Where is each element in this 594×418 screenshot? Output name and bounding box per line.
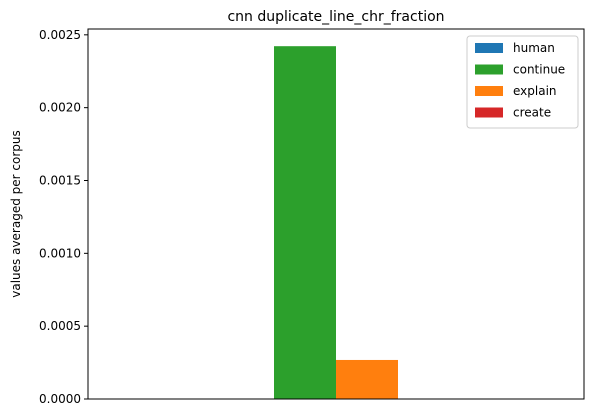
y-tick-label: 0.0005 <box>39 319 81 333</box>
bar-continue <box>274 46 336 400</box>
bar-explain <box>336 359 398 399</box>
legend-swatch-human <box>475 43 503 53</box>
chart-title: cnn duplicate_line_chr_fraction <box>227 9 444 25</box>
legend-label-continue: continue <box>513 63 565 77</box>
y-tick-label: 0.0000 <box>39 392 81 406</box>
legend-label-explain: explain <box>513 84 557 98</box>
y-tick-label: 0.0025 <box>39 28 81 42</box>
y-tick-label: 0.0010 <box>39 246 81 260</box>
legend-label-human: human <box>513 41 555 55</box>
bars-layer <box>274 46 398 400</box>
y-axis-label: values averaged per corpus <box>9 130 23 298</box>
legend: human continue explain create <box>466 35 579 129</box>
y-tick-label: 0.0020 <box>39 101 81 115</box>
legend-label-create: create <box>513 106 551 120</box>
legend-swatch-create <box>475 107 503 118</box>
plot-frame <box>87 28 585 400</box>
y-ticks: 0.0000 0.0005 0.0010 0.0015 0.0020 0.0025 <box>39 28 88 406</box>
legend-box <box>466 35 579 129</box>
y-tick-label: 0.0015 <box>39 173 81 187</box>
legend-swatch-continue <box>475 64 503 75</box>
legend-swatch-explain <box>475 86 503 96</box>
